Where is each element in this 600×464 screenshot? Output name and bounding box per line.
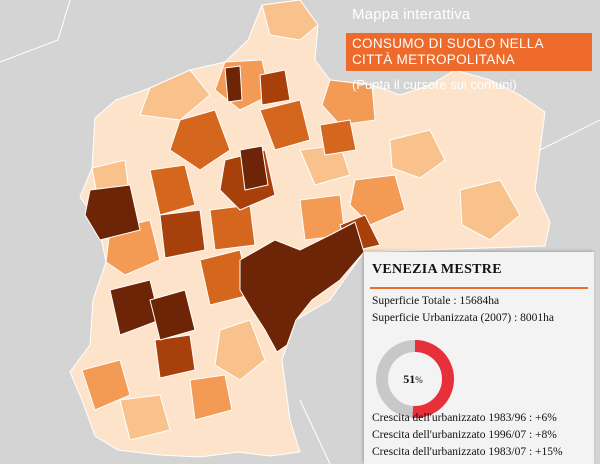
municipality-area[interactable] xyxy=(169,109,231,171)
municipality-venezia-mestre[interactable] xyxy=(239,221,365,353)
municipality-area[interactable] xyxy=(259,69,291,106)
donut-value-arc xyxy=(376,340,454,418)
hover-hint: (Punta il cursore sui comuni) xyxy=(352,77,517,92)
superficie-urbanizzata: Superficie Urbanizzata (2007) : 8001ha xyxy=(372,312,555,324)
municipality-area[interactable] xyxy=(349,174,406,226)
municipality-area[interactable] xyxy=(319,119,357,156)
superficie-totale: Superficie Totale : 15684ha xyxy=(372,295,500,307)
municipality-area[interactable] xyxy=(189,374,233,421)
municipality-area[interactable] xyxy=(261,0,319,41)
panel-divider xyxy=(370,287,588,289)
urbanized-share-donut: 51% xyxy=(376,340,454,418)
info-panel: VENEZIA MESTRE Superficie Totale : 15684… xyxy=(364,252,594,464)
municipality-area[interactable] xyxy=(259,99,311,151)
municipality-area[interactable] xyxy=(154,334,196,379)
map-title-line-1: CONSUMO DI SUOLO NELLA xyxy=(352,36,544,51)
municipality-area[interactable] xyxy=(139,69,211,121)
municipality-area[interactable] xyxy=(159,209,206,259)
municipality-area[interactable] xyxy=(81,359,131,411)
municipality-area[interactable] xyxy=(149,164,196,216)
municipality-area[interactable] xyxy=(224,65,243,103)
title-block: Mappa interattiva CONSUMO DI SUOLO NELLA… xyxy=(346,6,592,92)
comune-name: VENEZIA MESTRE xyxy=(372,262,502,277)
municipality-area[interactable] xyxy=(209,204,256,251)
map-title-line-2: CITTÀ METROPOLITANA xyxy=(352,52,515,67)
municipality-area[interactable] xyxy=(321,79,376,126)
municipality-area[interactable] xyxy=(459,179,521,241)
growth-1996-07: Crescita dell'urbanizzato 1996/07 : +8% xyxy=(372,429,557,441)
municipality-area[interactable] xyxy=(239,145,269,191)
municipality-area[interactable] xyxy=(149,289,196,341)
growth-list: Crescita dell'urbanizzato 1983/96 : +6% … xyxy=(372,412,563,463)
growth-1983-07: Crescita dell'urbanizzato 1983/07 : +15% xyxy=(372,446,563,458)
map-title: CONSUMO DI SUOLO NELLA CITTÀ METROPOLITA… xyxy=(346,33,592,71)
map-kicker: Mappa interattiva xyxy=(352,6,471,23)
municipality-area[interactable] xyxy=(84,184,141,241)
municipality-area[interactable] xyxy=(389,129,446,179)
donut-percent-label: 51% xyxy=(403,372,423,386)
growth-1983-96: Crescita dell'urbanizzato 1983/96 : +6% xyxy=(372,412,557,424)
municipality-area[interactable] xyxy=(214,319,266,381)
municipality-area[interactable] xyxy=(119,394,171,441)
